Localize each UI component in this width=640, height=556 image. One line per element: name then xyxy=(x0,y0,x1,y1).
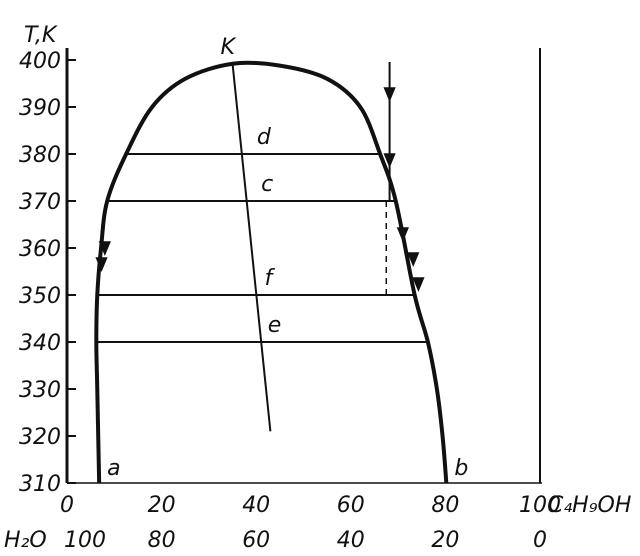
lines-layer xyxy=(96,63,428,432)
x-axis-label-top: C₄H₉OH xyxy=(548,493,631,518)
x-tick-label-bottom: 100 xyxy=(64,528,106,553)
x-axis-label-bottom: H₂O xyxy=(4,528,47,553)
x-tick-label-top: 60 xyxy=(337,493,365,518)
point-label-c: c xyxy=(261,172,273,197)
y-tick-label: 340 xyxy=(19,331,61,356)
x-tick-label-bottom: 20 xyxy=(431,528,459,553)
left-branch-arrow xyxy=(95,257,108,272)
point-label-K: K xyxy=(221,35,237,60)
point-label-e: e xyxy=(268,313,282,338)
x-tick-label-top: 20 xyxy=(148,493,176,518)
y-tick-label: 310 xyxy=(19,472,61,497)
x-tick-label-top: 80 xyxy=(431,493,459,518)
y-tick-label: 400 xyxy=(19,49,61,74)
y-tick-label: 350 xyxy=(19,284,61,309)
y-tick-label: 330 xyxy=(19,378,61,403)
right-branch-arrow xyxy=(412,277,425,292)
rectilinear-diameter-line xyxy=(231,63,272,432)
right-branch-arrow xyxy=(407,252,420,267)
x-tick-label-bottom: 40 xyxy=(337,528,365,553)
x-tick-label-top: 0 xyxy=(60,493,74,518)
point-label-b: b xyxy=(454,456,468,481)
x-tick-label-top: 100 xyxy=(519,493,561,518)
x-tick-label-bottom: 0 xyxy=(533,528,547,553)
point-label-d: d xyxy=(257,125,272,150)
point-label-f: f xyxy=(264,266,275,291)
x-tick-label-top: 40 xyxy=(242,493,270,518)
right-branch-arrow xyxy=(396,227,409,242)
x-tick-label-bottom: 80 xyxy=(148,528,176,553)
y-tick-label: 390 xyxy=(19,96,61,121)
y-tick-label: 360 xyxy=(19,237,61,262)
y-tick-label: 370 xyxy=(19,190,61,215)
feed-arrow xyxy=(383,87,396,102)
y-axis-title: T,K xyxy=(24,23,58,48)
feed-arrow xyxy=(383,153,396,168)
left-branch-arrow xyxy=(98,241,111,256)
labels-layer: Kdc fe a b xyxy=(107,35,468,481)
y-tick-label: 320 xyxy=(19,425,61,450)
x-tick-label-bottom: 60 xyxy=(242,528,270,553)
y-tick-label: 380 xyxy=(19,143,61,168)
point-label-a: a xyxy=(107,456,120,481)
